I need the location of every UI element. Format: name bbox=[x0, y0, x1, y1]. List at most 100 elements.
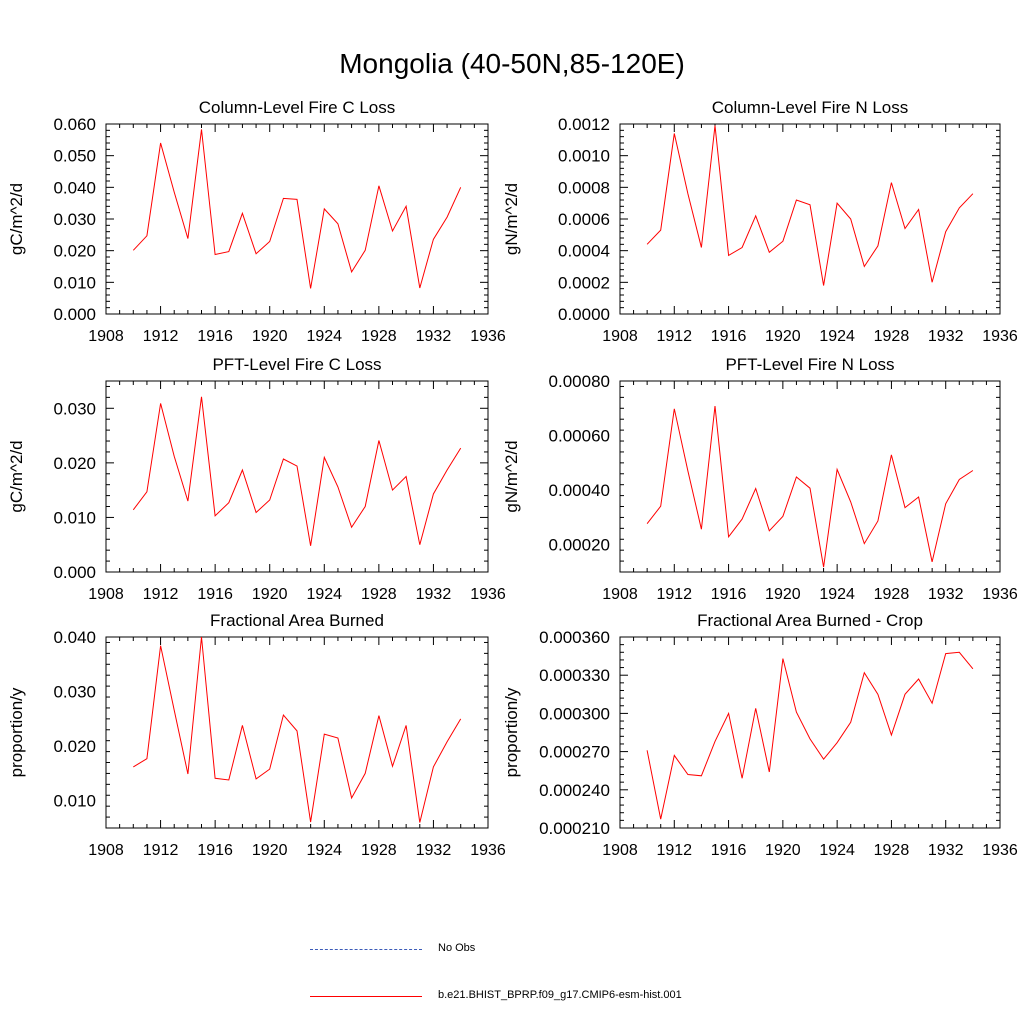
y-tick-label: 0.000 bbox=[53, 305, 96, 324]
y-tick-label: 0.0012 bbox=[558, 115, 610, 134]
x-tick-label: 1924 bbox=[819, 328, 855, 345]
x-tick-label: 1924 bbox=[819, 842, 855, 859]
y-tick-label: 0.0000 bbox=[558, 305, 610, 324]
x-tick-label: 1912 bbox=[656, 586, 692, 603]
chart-panel-5: 1908 1912 1916 1920 1924 1928 1932 1936 0.010 0.0… bbox=[7, 611, 506, 859]
y-axis-label: proportion/y bbox=[7, 687, 26, 777]
chart-title: PFT-Level Fire C Loss bbox=[212, 355, 381, 374]
y-tick-label: 0.030 bbox=[53, 399, 96, 418]
x-tick-label: 1924 bbox=[819, 586, 855, 603]
x-tick-label: 1912 bbox=[143, 328, 179, 345]
x-tick-label: 1932 bbox=[928, 328, 964, 345]
y-tick-label: 0.020 bbox=[53, 242, 96, 261]
chart-panel-2: 1908 1912 1916 1920 1924 1928 1932 1936 0.0000 0.… bbox=[502, 98, 1018, 345]
chart-title: Fractional Area Burned - Crop bbox=[697, 611, 923, 630]
chart-panel-1: 1908 1912 1916 1920 1924 1928 1932 1936 0.000 0.0… bbox=[7, 98, 506, 345]
x-tick-label: 1932 bbox=[416, 328, 452, 345]
y-axis-label: proportion/y bbox=[502, 687, 521, 777]
x-tick-label: 1920 bbox=[765, 586, 801, 603]
series-line bbox=[646, 406, 974, 568]
chart-title: PFT-Level Fire N Loss bbox=[725, 355, 894, 374]
plot-frame bbox=[619, 636, 1001, 829]
x-tick-label: 1916 bbox=[711, 586, 747, 603]
x-tick-label: 1936 bbox=[470, 842, 506, 859]
y-tick-label: 0.000300 bbox=[539, 704, 610, 723]
x-tick-label: 1912 bbox=[143, 586, 179, 603]
y-tick-label: 0.000360 bbox=[539, 628, 610, 647]
legend-line-model bbox=[310, 996, 422, 997]
y-tick-label: 0.050 bbox=[53, 147, 96, 166]
x-tick-label: 1908 bbox=[88, 842, 124, 859]
x-tick-label: 1932 bbox=[928, 586, 964, 603]
x-tick-label: 1928 bbox=[361, 842, 397, 859]
y-tick-label: 0.0002 bbox=[558, 273, 610, 292]
x-tick-label: 1936 bbox=[982, 842, 1018, 859]
legend-line-no-obs bbox=[310, 949, 422, 950]
plot-frame bbox=[105, 380, 489, 573]
x-tick-label: 1908 bbox=[88, 586, 124, 603]
y-tick-label: 0.030 bbox=[53, 683, 96, 702]
x-tick-label: 1928 bbox=[361, 328, 397, 345]
chart-title: Fractional Area Burned bbox=[210, 611, 384, 630]
y-tick-label: 0.0010 bbox=[558, 147, 610, 166]
x-tick-label: 1936 bbox=[982, 328, 1018, 345]
y-tick-label: 0.0004 bbox=[558, 242, 610, 261]
y-tick-label: 0.010 bbox=[53, 792, 96, 811]
x-tick-label: 1932 bbox=[416, 586, 452, 603]
y-tick-label: 0.040 bbox=[53, 628, 96, 647]
y-axis-label: gN/m^2/d bbox=[502, 440, 521, 512]
x-tick-label: 1916 bbox=[197, 328, 233, 345]
y-tick-label: 0.040 bbox=[53, 178, 96, 197]
y-tick-label: 0.000270 bbox=[539, 743, 610, 762]
plot-frame bbox=[619, 123, 1001, 315]
x-tick-label: 1924 bbox=[306, 586, 342, 603]
y-tick-label: 0.020 bbox=[53, 454, 96, 473]
y-tick-label: 0.000 bbox=[53, 563, 96, 582]
y-tick-label: 0.010 bbox=[53, 508, 96, 527]
x-tick-label: 1916 bbox=[197, 586, 233, 603]
x-tick-label: 1928 bbox=[874, 842, 910, 859]
x-tick-label: 1908 bbox=[602, 842, 638, 859]
x-tick-label: 1920 bbox=[765, 328, 801, 345]
x-tick-label: 1916 bbox=[197, 842, 233, 859]
y-axis-label: gC/m^2/d bbox=[7, 183, 26, 255]
x-tick-label: 1916 bbox=[711, 328, 747, 345]
series-line bbox=[646, 651, 974, 820]
series-line bbox=[133, 636, 462, 823]
y-tick-label: 0.020 bbox=[53, 737, 96, 756]
y-tick-label: 0.00080 bbox=[549, 372, 610, 391]
series-line bbox=[132, 396, 462, 546]
x-tick-label: 1908 bbox=[602, 328, 638, 345]
y-tick-label: 0.000330 bbox=[539, 666, 610, 685]
legend-label-no-obs: No Obs bbox=[438, 942, 476, 954]
y-tick-label: 0.00060 bbox=[549, 427, 610, 446]
chart-title: Column-Level Fire C Loss bbox=[199, 98, 396, 117]
legend-label-model: b.e21.BHIST_BPRP.f09_g17.CMIP6-esm-hist.… bbox=[438, 989, 682, 1001]
x-tick-label: 1920 bbox=[765, 842, 801, 859]
x-tick-label: 1924 bbox=[306, 328, 342, 345]
x-tick-label: 1916 bbox=[711, 842, 747, 859]
chart-panel-3: 1908 1912 1916 1920 1924 1928 1932 1936 0.000 0.0… bbox=[7, 355, 506, 603]
y-axis-label: gC/m^2/d bbox=[7, 440, 26, 512]
series-line bbox=[132, 129, 462, 289]
chart-panel-6: 1908 1912 1916 1920 1924 1928 1932 1936 0.000210… bbox=[502, 611, 1018, 859]
y-tick-label: 0.060 bbox=[53, 115, 96, 134]
x-tick-label: 1912 bbox=[656, 328, 692, 345]
x-tick-label: 1936 bbox=[470, 328, 506, 345]
y-tick-label: 0.00040 bbox=[549, 481, 610, 500]
y-tick-label: 0.0006 bbox=[558, 210, 610, 229]
x-tick-label: 1928 bbox=[361, 586, 397, 603]
y-axis-label: gN/m^2/d bbox=[502, 183, 521, 255]
x-tick-label: 1912 bbox=[143, 842, 179, 859]
y-tick-label: 0.00020 bbox=[549, 536, 610, 555]
y-tick-label: 0.010 bbox=[53, 273, 96, 292]
x-tick-label: 1912 bbox=[656, 842, 692, 859]
x-tick-label: 1920 bbox=[252, 328, 288, 345]
series-line bbox=[646, 125, 974, 286]
x-tick-label: 1928 bbox=[874, 586, 910, 603]
x-tick-label: 1920 bbox=[252, 586, 288, 603]
x-tick-label: 1908 bbox=[602, 586, 638, 603]
y-tick-label: 0.000240 bbox=[539, 781, 610, 800]
x-tick-label: 1936 bbox=[470, 586, 506, 603]
